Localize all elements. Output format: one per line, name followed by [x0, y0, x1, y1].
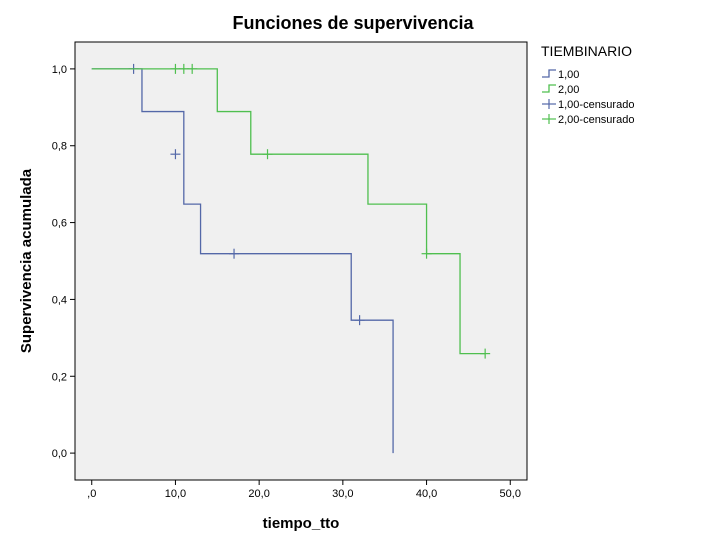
x-tick-label: 10,0 [165, 488, 186, 500]
legend: TIEMBINARIO 1,00 2,00 1,00-censurado 2,00-c… [541, 43, 634, 126]
y-tick-label: 1,0 [52, 64, 67, 76]
legend-entry: 2,00-censurado [542, 114, 634, 126]
censor-mark-1 [354, 315, 365, 326]
y-tick-label: 0,4 [52, 294, 67, 306]
series-line-2 [91, 68, 486, 355]
y-axis: 0,0 0,2 0,4 0,6 0,8 1,0 [52, 64, 75, 460]
legend-step-symbol [542, 69, 556, 78]
x-tick-label: 30,0 [332, 488, 353, 500]
x-axis-title: tiempo_tto [263, 515, 340, 532]
x-axis: ,0 10,0 20,0 30,0 40,0 50,0 [87, 480, 521, 500]
censor-mark-2 [480, 348, 491, 359]
x-tick-label: 20,0 [248, 488, 269, 500]
legend-step-symbol [542, 84, 556, 93]
legend-entry: 2,00 [542, 84, 579, 96]
y-axis-title: Supervivencia acumulada [18, 168, 35, 353]
legend-entry: 1,00-censurado [542, 99, 634, 111]
x-tick-label: 50,0 [500, 488, 521, 500]
censor-mark-2 [421, 248, 432, 259]
legend-title: TIEMBINARIO [541, 43, 632, 59]
y-tick-label: 0,0 [52, 448, 67, 460]
legend-entry: 1,00 [542, 69, 579, 81]
censor-mark-2 [262, 149, 273, 160]
plot-area [74, 41, 528, 481]
censor-mark-2 [187, 63, 198, 74]
legend-label: 2,00 [558, 84, 579, 96]
chart-title: Funciones de supervivencia [232, 13, 474, 33]
censor-mark-2 [178, 63, 189, 74]
censor-mark-2 [170, 63, 181, 74]
y-tick-label: 0,2 [52, 371, 67, 383]
legend-label: 1,00-censurado [558, 99, 634, 111]
censor-mark-1 [229, 248, 240, 259]
legend-label: 2,00-censurado [558, 114, 634, 126]
censor-mark-1 [170, 149, 181, 160]
y-tick-label: 0,8 [52, 141, 67, 153]
legend-label: 1,00 [558, 69, 579, 81]
series-layer [91, 63, 491, 454]
x-tick-label: ,0 [87, 488, 96, 500]
y-tick-label: 0,6 [52, 218, 67, 230]
x-tick-label: 40,0 [416, 488, 437, 500]
